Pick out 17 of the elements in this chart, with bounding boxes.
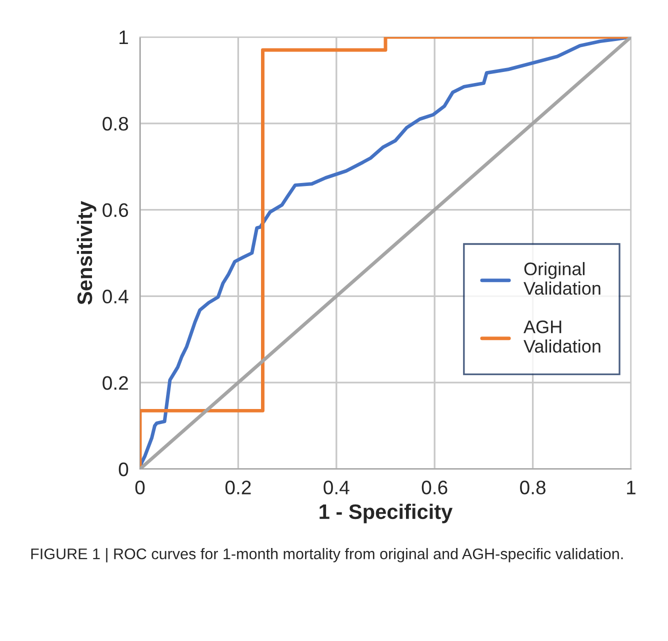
legend-label: Original Validation: [524, 262, 600, 295]
x-tick-label: 0: [135, 480, 145, 494]
caption: FIGURE 1 | ROC curves for 1-month mortality from original and AGH-specific validation.: [31, 548, 623, 562]
x-tick-label: 1: [627, 480, 636, 494]
x-tick-label: 0.2: [225, 480, 251, 494]
x-tick-label: 0.8: [520, 480, 546, 494]
y-tick-label: 0.6: [102, 203, 128, 218]
y-tick-label: 1: [120, 30, 128, 44]
x-tick-label: 0.6: [422, 480, 448, 494]
y-tick-label: 0.4: [102, 290, 128, 304]
y-axis-title: Sensitivity: [76, 201, 96, 304]
y-tick-label: 0: [118, 462, 128, 476]
y-tick-label: 0.8: [102, 116, 128, 131]
y-tick-label: 0.2: [102, 376, 128, 390]
legend-label: AGH Validation: [524, 320, 600, 353]
x-tick-label: 0.4: [324, 480, 350, 494]
x-axis-title: 1 - Specificity: [320, 504, 453, 524]
